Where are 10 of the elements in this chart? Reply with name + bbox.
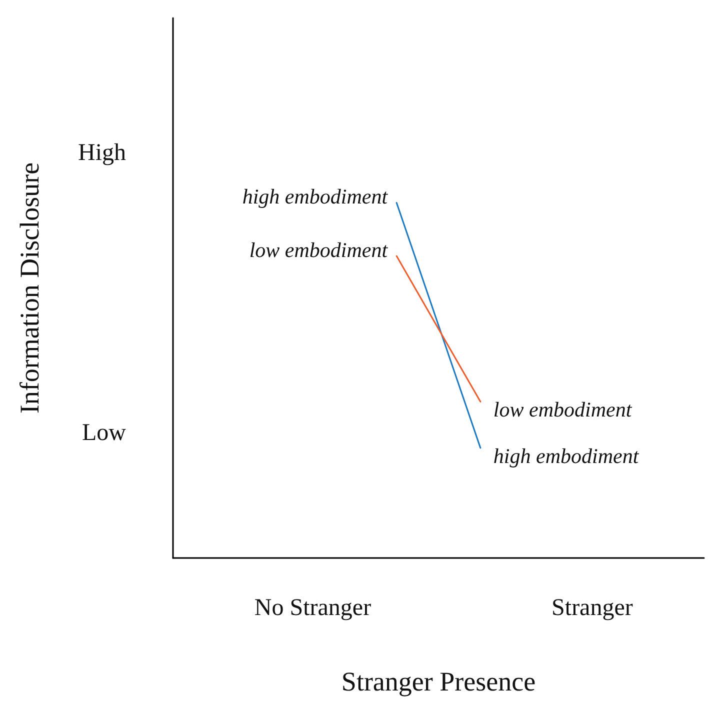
series-label: low embodiment [249, 238, 389, 262]
text: high embodiment [493, 444, 639, 468]
text: High [78, 140, 126, 166]
y-axis-title: Information Disclosure [14, 162, 44, 414]
text: low embodiment [493, 398, 632, 422]
series-label: high embodiment [242, 184, 389, 209]
text: Low [82, 420, 127, 446]
x-tick-label: Stranger [552, 595, 633, 621]
x-tick-label: No Stranger [254, 595, 372, 621]
x-axis-title: Stranger Presence [341, 666, 536, 696]
